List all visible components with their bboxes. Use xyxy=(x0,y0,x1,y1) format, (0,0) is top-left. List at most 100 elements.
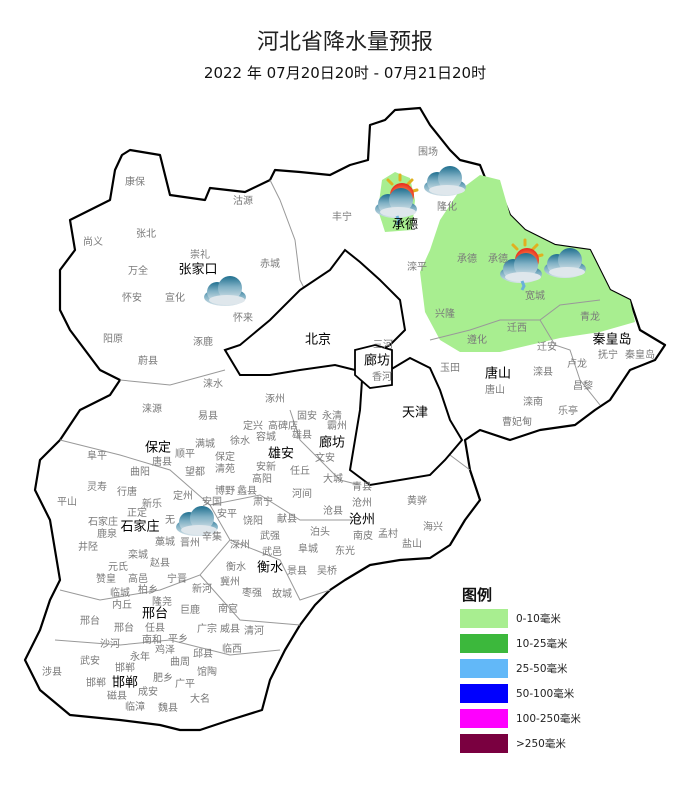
legend-swatch xyxy=(460,633,508,653)
county-label: 迁西 xyxy=(507,323,527,334)
city-label: 邢台 xyxy=(141,606,169,622)
county-label: 隆尧 xyxy=(152,597,172,608)
legend-item: 50-100毫米 xyxy=(460,683,574,703)
tianjin-boundary xyxy=(348,356,464,487)
county-label: 鹿泉 xyxy=(97,529,117,540)
county-label: 宽城 xyxy=(525,291,545,302)
county-label: 孟村 xyxy=(378,529,398,540)
county-label: 无 xyxy=(165,515,175,526)
county-label: 任县 xyxy=(145,623,165,634)
county-label: 高碑店 xyxy=(268,421,298,432)
county-label: 永年 xyxy=(130,652,150,663)
county-label: 大城 xyxy=(323,474,343,485)
county-label: 邢台 xyxy=(80,616,100,627)
county-label: 宁晋 xyxy=(167,574,187,585)
city-label: 天津 xyxy=(401,405,429,421)
county-label: 行唐 xyxy=(117,487,137,498)
county-label: 唐山 xyxy=(485,385,505,396)
county-label: 沙河 xyxy=(100,639,120,650)
county-label: 丰宁 xyxy=(332,212,352,223)
county-label: 尚义 xyxy=(83,237,103,248)
county-label: 博野 xyxy=(215,486,235,497)
county-label: 青龙 xyxy=(580,312,600,323)
county-label: 霸州 xyxy=(327,421,347,432)
county-label: 鸡泽 xyxy=(155,645,175,656)
forecast-period: 2022 年 07月20日20时 - 07月21日20时 xyxy=(203,64,487,82)
county-label: 围场 xyxy=(418,147,438,158)
county-label: 沽源 xyxy=(233,196,253,207)
county-label: 望都 xyxy=(185,467,205,478)
county-label: 涞水 xyxy=(203,379,223,390)
county-label: 沧县 xyxy=(323,506,343,517)
county-label: 香河 xyxy=(372,372,392,383)
county-label: 藁城 xyxy=(155,537,175,548)
county-label: 滦县 xyxy=(533,367,553,378)
county-label: 衡水 xyxy=(226,562,246,573)
county-label: 定兴 xyxy=(243,421,263,432)
county-label: 承德 xyxy=(488,254,508,265)
county-label: 雄县 xyxy=(292,430,312,441)
county-label: 赞皇 xyxy=(96,574,116,585)
county-label: 广平 xyxy=(175,679,195,690)
county-label: 高阳 xyxy=(252,474,272,485)
city-label: 廊坊 xyxy=(318,435,346,451)
county-label: 内丘 xyxy=(112,600,132,611)
county-label: 馆陶 xyxy=(197,667,217,678)
county-label: 正定 xyxy=(127,508,147,519)
county-label: 临城 xyxy=(110,588,130,599)
county-label: 平山 xyxy=(57,497,77,508)
county-label: 新乐 xyxy=(142,499,162,510)
county-label: 邯郸 xyxy=(86,678,106,689)
county-label: 安平 xyxy=(217,509,237,520)
county-label: 保定 xyxy=(215,452,235,463)
county-label: 涉县 xyxy=(42,667,62,678)
county-label: 深州 xyxy=(230,540,250,551)
county-label: 隆化 xyxy=(437,202,457,213)
county-label: 饶阳 xyxy=(243,516,263,527)
county-label: 崇礼 xyxy=(190,250,210,261)
county-label: 吴桥 xyxy=(317,566,337,577)
legend-swatch xyxy=(460,708,508,728)
county-label: 晋州 xyxy=(180,538,200,549)
county-label: 蔚县 xyxy=(138,356,158,367)
county-label: 盐山 xyxy=(402,539,422,550)
county-label: 清河 xyxy=(244,626,264,637)
county-label: 石家庄 xyxy=(88,517,118,528)
county-label: 南皮 xyxy=(353,531,373,542)
county-label: 泊头 xyxy=(310,527,330,538)
city-label: 雄安 xyxy=(267,446,295,462)
legend-swatch xyxy=(460,683,508,703)
city-label: 唐山 xyxy=(484,366,512,382)
city-label: 邯郸 xyxy=(111,675,139,691)
county-label: 涞源 xyxy=(142,404,162,415)
county-label: 易县 xyxy=(198,411,218,422)
county-label: 河间 xyxy=(292,489,312,500)
county-label: 临漳 xyxy=(125,702,145,713)
county-label: 秦皇岛 xyxy=(625,350,655,361)
county-label: 顺平 xyxy=(175,449,195,460)
county-label: 康保 xyxy=(125,177,145,188)
legend-label: 25-50毫米 xyxy=(516,662,568,675)
county-label: 南和 xyxy=(142,635,162,646)
county-label: 兴隆 xyxy=(435,309,455,320)
county-label: 承德 xyxy=(457,254,477,265)
county-label: 乐亭 xyxy=(558,406,578,417)
beijing-boundary xyxy=(223,248,407,376)
county-label: 怀安 xyxy=(122,293,142,304)
county-label: 曹妃甸 xyxy=(502,417,532,428)
county-label: 高邑 xyxy=(128,574,148,585)
legend-item: 0-10毫米 xyxy=(460,608,561,628)
county-label: 滦南 xyxy=(523,397,543,408)
legend-swatch xyxy=(460,658,508,678)
county-label: 磁县 xyxy=(107,691,127,702)
county-label: 临西 xyxy=(222,644,242,655)
county-label: 元氏 xyxy=(108,562,128,573)
city-label: 沧州 xyxy=(348,512,376,528)
legend-item: 25-50毫米 xyxy=(460,658,568,678)
county-label: 安新 xyxy=(256,462,276,473)
county-label: 昌黎 xyxy=(573,381,593,392)
county-label: 海兴 xyxy=(423,522,443,533)
county-label: 威县 xyxy=(220,624,240,635)
county-label: 赤城 xyxy=(260,259,280,270)
